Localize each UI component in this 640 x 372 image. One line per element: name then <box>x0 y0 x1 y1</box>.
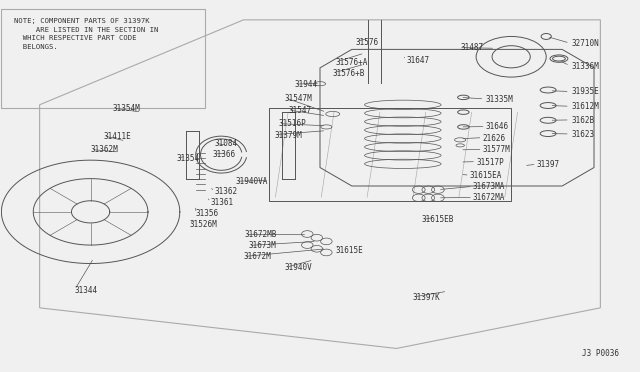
Text: 31344: 31344 <box>75 286 98 295</box>
Text: 31672M: 31672M <box>244 252 271 262</box>
Text: 31362M: 31362M <box>91 145 118 154</box>
Text: 31646: 31646 <box>486 122 509 131</box>
Text: 31547M: 31547M <box>285 94 313 103</box>
Text: 31356: 31356 <box>196 209 219 218</box>
Text: 31336M: 31336M <box>572 61 600 71</box>
Text: 31672MB: 31672MB <box>245 230 277 239</box>
Text: 31517P: 31517P <box>476 157 504 167</box>
Text: 31335M: 31335M <box>486 95 513 104</box>
Text: 31516P: 31516P <box>278 119 307 128</box>
Text: 31623: 31623 <box>572 130 595 139</box>
FancyBboxPatch shape <box>1 9 205 109</box>
Text: 31576+B: 31576+B <box>333 69 365 78</box>
Text: 31577M: 31577M <box>483 145 510 154</box>
Text: 31379M: 31379M <box>274 131 302 140</box>
Text: 21626: 21626 <box>483 134 506 142</box>
Text: 31354: 31354 <box>177 154 200 163</box>
Text: 31576: 31576 <box>355 38 378 46</box>
Text: 31647: 31647 <box>406 56 429 65</box>
Bar <box>269 109 511 201</box>
Text: 31547: 31547 <box>288 106 311 115</box>
Text: 31615EB: 31615EB <box>422 215 454 224</box>
Text: NOTE; COMPONENT PARTS OF 31397K
     ARE LISTED IN THE SECTION IN
  WHICH RESPEC: NOTE; COMPONENT PARTS OF 31397K ARE LIST… <box>14 18 159 49</box>
Text: 31366: 31366 <box>213 150 236 159</box>
Text: 31354M: 31354M <box>113 104 141 113</box>
Text: 31397: 31397 <box>537 160 560 169</box>
Text: J3 P0036: J3 P0036 <box>582 349 620 358</box>
Text: 31940V: 31940V <box>285 263 313 272</box>
Text: 32710N: 32710N <box>572 39 600 48</box>
Text: 31361: 31361 <box>211 198 234 207</box>
Text: 31487: 31487 <box>460 43 483 52</box>
Text: 31673MA: 31673MA <box>473 182 506 191</box>
Text: 31673M: 31673M <box>248 241 276 250</box>
Text: 31940VA: 31940VA <box>236 177 268 186</box>
Text: 31935E: 31935E <box>572 87 600 96</box>
Text: 31397K: 31397K <box>412 293 440 302</box>
Text: 31526M: 31526M <box>189 220 217 229</box>
Text: 31084: 31084 <box>215 139 238 148</box>
Text: 31615E: 31615E <box>336 246 364 255</box>
Text: 31612M: 31612M <box>572 102 600 111</box>
Text: 31411E: 31411E <box>103 132 131 141</box>
Text: 31672MA: 31672MA <box>473 193 506 202</box>
Text: 3162B: 3162B <box>572 116 595 125</box>
Text: 31576+A: 31576+A <box>336 58 368 67</box>
Text: 31362: 31362 <box>215 187 238 196</box>
Text: 31615EA: 31615EA <box>470 171 502 180</box>
Text: 31944: 31944 <box>294 80 317 89</box>
